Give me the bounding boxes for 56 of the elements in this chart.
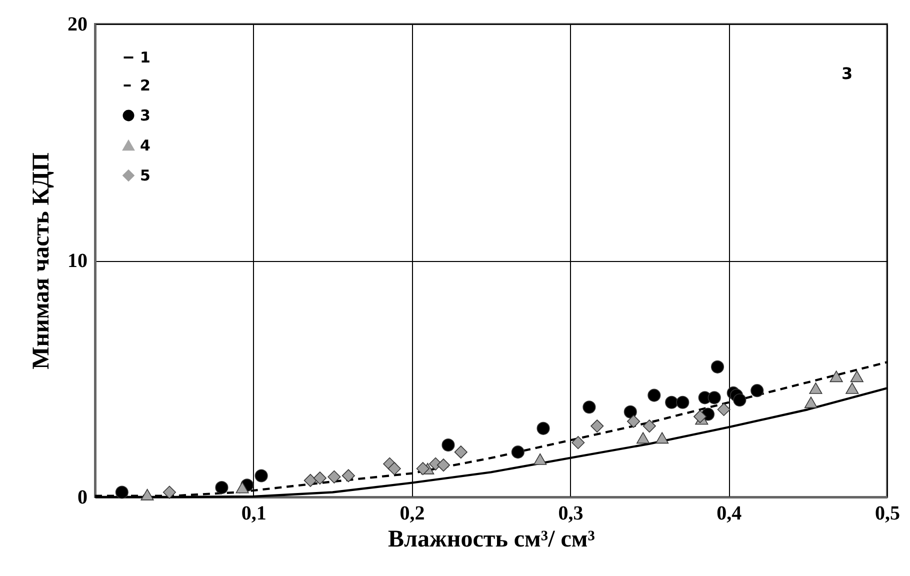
point [442,438,455,452]
x-axis-title: Влажность см³/ см³ [388,526,595,552]
point [572,436,585,450]
point [733,394,746,407]
point [140,488,154,500]
point [215,481,228,494]
x-tick-label: 0,5 [875,502,900,524]
point [328,470,341,484]
y-tick-label: 10 [68,250,88,272]
y-tick-label: 0 [78,486,88,508]
point [694,410,707,424]
point [656,432,669,444]
point [536,422,550,435]
point [236,482,249,494]
y-axis-title: Мнимая часть КДП [28,152,54,370]
point [809,382,822,394]
point [648,388,661,402]
point [304,474,317,487]
point [624,405,637,418]
point [708,391,721,404]
point [850,370,864,382]
x-tick-label: 0,2 [400,502,425,524]
point [436,458,450,472]
y-tick-label: 20 [68,14,88,36]
point [636,432,650,444]
point [665,396,678,409]
point [582,400,596,414]
legend-label: 4 [140,136,150,154]
point [313,472,326,485]
annotation: 3 [841,64,853,83]
point [804,396,818,408]
point [416,462,430,476]
point [162,486,176,499]
point [676,396,690,409]
point [511,446,524,459]
legend-label: 5 [140,166,150,184]
point [846,382,859,394]
legend-label: 3 [140,106,150,124]
point [342,469,355,482]
x-tick-label: 0,4 [716,502,742,524]
point [710,360,724,374]
point [115,486,128,499]
point [642,420,656,433]
x-tick-label: 0,3 [558,502,584,524]
x-tick-label: 0,1 [241,502,266,524]
point [830,370,843,382]
point [388,462,401,476]
point [717,402,730,416]
point [590,420,604,433]
legend-label: 2 [140,76,150,94]
point [454,446,468,459]
point [534,453,547,465]
point [750,384,764,398]
point [627,414,640,428]
point [254,469,268,482]
legend-label: 1 [140,48,150,66]
